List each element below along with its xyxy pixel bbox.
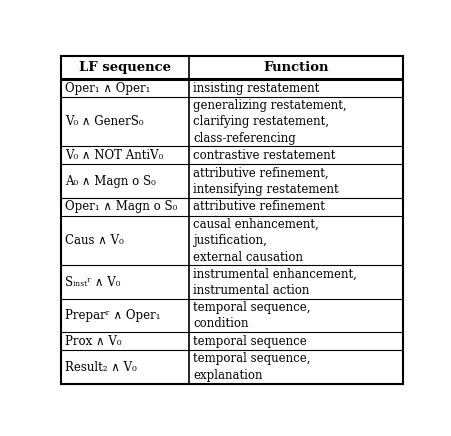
Text: instrumental enhancement,
instrumental action: instrumental enhancement, instrumental a…: [193, 267, 356, 297]
Text: contrastive restatement: contrastive restatement: [193, 149, 335, 162]
Text: Oper₁ ∧ Oper₁: Oper₁ ∧ Oper₁: [65, 82, 150, 95]
Text: Prox ∧ V₀: Prox ∧ V₀: [65, 335, 121, 348]
Text: insisting restatement: insisting restatement: [193, 82, 319, 95]
Text: Function: Function: [262, 61, 328, 74]
Text: V₀ ∧ GenerS₀: V₀ ∧ GenerS₀: [65, 115, 143, 128]
Text: LF sequence: LF sequence: [78, 61, 170, 74]
Text: causal enhancement,
justification,
external causation: causal enhancement, justification, exter…: [193, 218, 318, 264]
Text: Sᵢₙₛₜʳ ∧ V₀: Sᵢₙₛₜʳ ∧ V₀: [65, 276, 120, 289]
Text: attributive refinement: attributive refinement: [193, 201, 324, 214]
Text: Oper₁ ∧ Magn o S₀: Oper₁ ∧ Magn o S₀: [65, 201, 177, 214]
Text: Caus ∧ V₀: Caus ∧ V₀: [65, 234, 124, 247]
Text: V₀ ∧ NOT AntiV₀: V₀ ∧ NOT AntiV₀: [65, 149, 163, 162]
Text: A₀ ∧ Magn o S₀: A₀ ∧ Magn o S₀: [65, 175, 155, 187]
Text: generalizing restatement,
clarifying restatement,
class-referencing: generalizing restatement, clarifying res…: [193, 99, 346, 145]
Text: attributive refinement,
intensifying restatement: attributive refinement, intensifying res…: [193, 167, 338, 196]
Text: temporal sequence: temporal sequence: [193, 335, 306, 348]
Text: Preparʳ ∧ Oper₁: Preparʳ ∧ Oper₁: [65, 309, 160, 322]
Text: Result₂ ∧ V₀: Result₂ ∧ V₀: [65, 361, 136, 374]
Text: temporal sequence,
explanation: temporal sequence, explanation: [193, 352, 310, 382]
Text: temporal sequence,
condition: temporal sequence, condition: [193, 301, 310, 330]
